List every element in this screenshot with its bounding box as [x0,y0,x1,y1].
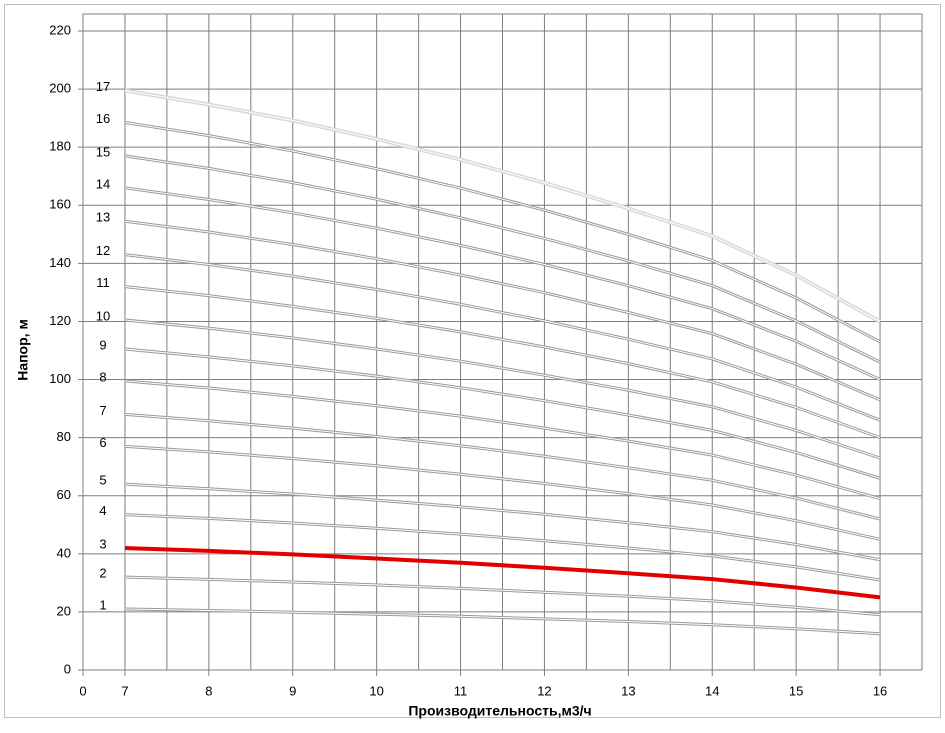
line [124,380,881,500]
x-tick-label: 15 [789,683,803,698]
line [124,576,881,616]
series-label: 15 [96,144,110,159]
line [124,319,881,459]
series-label: 1 [99,597,106,612]
y-tick-label: 120 [49,313,71,328]
y-tick-label: 140 [49,255,71,270]
x-tick-label: 13 [621,683,635,698]
x-tick-label: 14 [705,683,719,698]
series-label: 5 [99,473,106,488]
series-label: 9 [99,337,106,352]
line [124,220,881,401]
y-tick-label: 180 [49,139,71,154]
x-tick-label: 9 [289,683,296,698]
x-tick-label: 11 [454,683,468,698]
line [124,254,881,421]
line [124,413,881,520]
y-tick-label: 80 [57,429,71,444]
line [124,90,881,322]
line [124,286,881,439]
series-label: 6 [99,435,106,450]
line [124,122,881,343]
y-tick-label: 100 [49,371,71,386]
series-label: 17 [96,79,110,94]
series-label: 13 [96,210,110,225]
series-label: 16 [96,111,110,126]
x-tick-label: 7 [121,683,128,698]
line [124,608,881,635]
line [124,445,881,540]
y-tick-label: 40 [57,545,71,560]
y-tick-label: 220 [49,22,71,37]
series-label: 11 [96,275,110,290]
series-label: 3 [99,536,106,551]
y-tick-label: 160 [49,197,71,212]
chart-frame [4,4,941,718]
series-label: 12 [96,243,110,258]
x-tick-label: 16 [873,683,887,698]
line [124,546,881,600]
line [124,514,881,581]
y-tick-label: 20 [57,603,71,618]
x-axis-title: Производительность,м3/ч [408,703,591,719]
y-tick-label: 200 [49,81,71,96]
line [124,155,881,363]
series-label: 7 [99,403,106,418]
x-tick-label: 8 [205,683,212,698]
line [124,483,881,561]
line [124,348,881,479]
series-label: 8 [99,369,106,384]
x-tick-label: 12 [537,683,551,698]
line [124,187,881,380]
y-axis-title: Напор, м [15,319,31,381]
x-tick-label: 10 [369,683,383,698]
x-tick-label: 0 [79,683,86,698]
y-tick-label: 60 [57,487,71,502]
series-label: 2 [99,565,106,580]
series-label: 10 [96,308,110,323]
series-label: 4 [99,503,106,518]
series-label: 14 [96,176,110,191]
y-tick-label: 0 [64,661,71,676]
